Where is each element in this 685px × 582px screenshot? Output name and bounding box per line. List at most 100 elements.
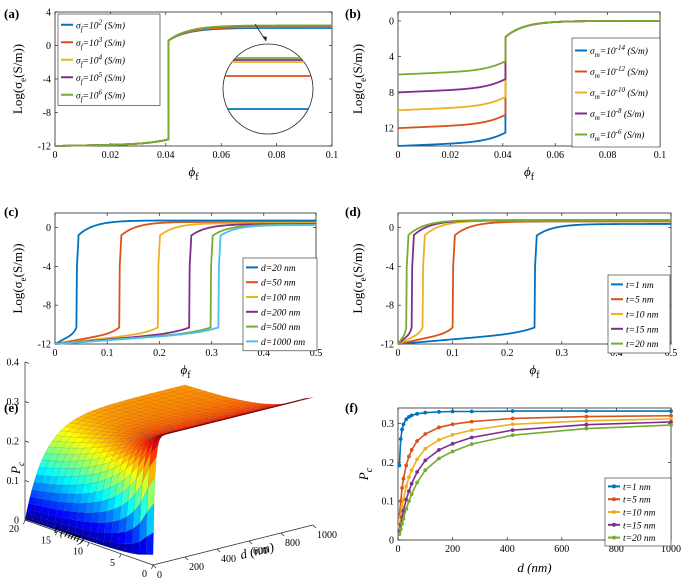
surface-patch [55, 509, 65, 519]
d-tick-mark [184, 556, 189, 561]
data-point [437, 437, 441, 442]
data-point [409, 481, 414, 486]
data-point [407, 499, 411, 504]
data-point [669, 409, 673, 414]
x-tick-label: 1000 [661, 544, 681, 555]
legend-entry: d=20 nm [261, 264, 296, 274]
surface-patch [69, 511, 79, 521]
legend-entry: t=5 nm [626, 296, 654, 306]
d-tick-label: 0 [157, 570, 162, 581]
surface-patch [117, 531, 126, 545]
z-tick-mark [24, 361, 30, 364]
panel-f: 0 200 400 600 800 1000 0 0.1 0.2 0.3 t=1 nm t=5 nm t… [345, 400, 681, 575]
data-point [584, 426, 589, 431]
y-axis-label: Log(σe(S/m)) [10, 243, 28, 313]
y-tick-label: 12 [384, 124, 394, 135]
data-point [469, 442, 474, 447]
y-tick-label: 0 [389, 16, 394, 27]
y-tick-label: 0 [46, 223, 51, 234]
surface-patch [287, 399, 304, 404]
y-tick-label: 0 [389, 536, 394, 547]
y-tick-label: -8 [386, 301, 394, 312]
series-line-c-5 [54, 224, 317, 345]
data-point [510, 433, 515, 438]
x-axis-label: d (nm) [517, 560, 551, 575]
panel-a: 0 0.02 0.04 0.06 0.08 0.1 -12 -8 -4 0 4 σf=102 (S/m… [4, 6, 338, 183]
x-tick-label: 0.02 [442, 150, 460, 161]
data-point [409, 492, 414, 497]
y-tick-label: -4 [386, 262, 394, 273]
data-point [469, 409, 474, 414]
panel-label: (e) [4, 400, 18, 415]
series-line-d-1 [397, 220, 671, 345]
data-point [584, 418, 589, 423]
data-point [423, 446, 428, 451]
legend-box [57, 13, 161, 106]
z-tick-label: 0 [14, 516, 19, 527]
series-line-a-4 [54, 24, 332, 147]
y-tick-label: -8 [43, 301, 51, 312]
legend-entry: t=20 nm [623, 534, 656, 544]
legend-marker [612, 497, 616, 502]
series-line-c-1 [54, 220, 316, 345]
surface-patch [90, 522, 99, 532]
data-point [469, 435, 474, 440]
y-tick-label: 8 [389, 88, 394, 99]
legend-entry: t=5 nm [623, 496, 651, 506]
x-tick-label: 0.02 [102, 150, 120, 161]
x-tick-label: 0.5 [310, 348, 323, 359]
legend-entry: σm=10-14 (S/m) [590, 44, 648, 59]
data-point [423, 468, 428, 473]
data-point [409, 413, 414, 418]
data-point [407, 454, 411, 459]
t-tick-label: 15 [41, 535, 51, 546]
data-point [404, 463, 409, 468]
data-point [400, 427, 404, 432]
data-point [437, 409, 441, 414]
data-point [400, 486, 404, 490]
y-tick-label: -4 [43, 75, 51, 86]
inset-circle [222, 43, 314, 135]
panel-d: 0 0.1 0.2 0.3 0.4 0.5 -12 -8 -4 0 t=1 nm t=5 nm t=10… [345, 204, 677, 381]
data-point [401, 516, 406, 521]
x-tick-label: 0 [53, 348, 58, 359]
data-point [423, 410, 428, 415]
legend-entry: σm=10-8 (S/m) [590, 107, 644, 122]
legend-marker [612, 535, 616, 540]
t-tick-label: 10 [73, 547, 83, 558]
legend-entry: t=1 nm [626, 281, 654, 291]
data-point [584, 422, 589, 427]
data-point [423, 458, 428, 463]
data-point [398, 527, 403, 532]
panel-label: (d) [345, 204, 361, 219]
surface-patch [131, 541, 140, 555]
series-line-c-0 [54, 219, 316, 345]
d-tick-label: 1000 [317, 530, 337, 541]
legend-entry: d=50 nm [261, 279, 296, 289]
d-tick-label: 600 [253, 546, 268, 557]
x-tick-label: 0 [396, 544, 401, 555]
data-point [398, 499, 403, 504]
data-point [415, 470, 420, 474]
d-tick-mark [280, 532, 285, 537]
data-point [415, 439, 420, 443]
surface-patch [62, 510, 72, 520]
y-axis-label: Log(σe(S/m)) [350, 243, 368, 313]
surface-patch [117, 543, 126, 552]
panel-e: 00.10.20.30.40510152002004006008001000Pc… [4, 358, 337, 582]
data-point [423, 432, 428, 436]
data-point [407, 489, 411, 493]
legend-entry: d=1000 nm [261, 338, 305, 348]
data-point [437, 425, 441, 430]
legend-marker [612, 510, 616, 514]
inset-arrowhead [262, 36, 267, 41]
x-tick-label: 0.4 [258, 348, 271, 359]
data-point [398, 437, 403, 441]
series-line-b-4 [397, 20, 660, 76]
y-tick-label: -12 [381, 340, 394, 351]
d-tick-label: 200 [189, 562, 204, 573]
legend-entry: d=200 nm [261, 308, 301, 318]
y-tick-label: 0.1 [382, 497, 395, 508]
surface-patch [91, 512, 100, 523]
